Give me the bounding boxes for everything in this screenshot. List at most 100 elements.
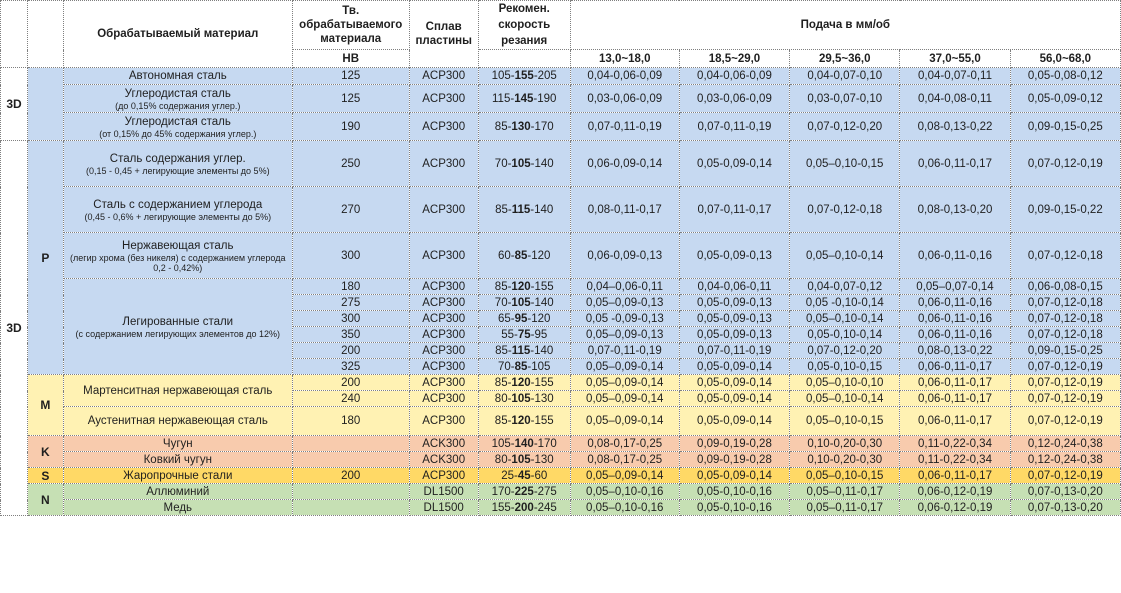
group-label-s: S (27, 467, 64, 484)
feed-value: 0,05-0,09-0,12 (1009, 84, 1121, 113)
material-name: Сталь содержания углер. (0,15 - 0,45 + ле… (62, 140, 293, 187)
hardness-value: 180 (291, 278, 410, 295)
hardness-value: 250 (291, 140, 410, 187)
cutting-data-table: Обрабатываемый материал Тв. обрабатываем… (0, 0, 1121, 516)
feed-value: 0,05-0,09-0,14 (678, 406, 791, 436)
feed-value: 0,07-0,12-0,19 (1009, 390, 1121, 407)
feed-value: 0,05-0,09-0,14 (678, 390, 791, 407)
hardness-value: 190 (291, 112, 410, 141)
feed-col-1: 13,0~18,0 (569, 49, 680, 68)
feed-value: 0,04–0,06-0,11 (569, 278, 680, 295)
speed-max: -120 (527, 312, 551, 325)
material-note: (от 0,15% до 45% содержания углер.) (99, 128, 257, 139)
speed-value: 70-85-105 (477, 358, 571, 375)
table-row: M Мартенситная нержавеющая сталь 200 ACP300… (1, 374, 1121, 436)
speed-max: -170 (533, 437, 557, 450)
speed-recommended: 85 (514, 360, 528, 373)
speed-recommended: 120 (511, 280, 531, 293)
material-name: Автономная сталь (62, 67, 293, 85)
feed-value: 0,04-0,07-0,10 (789, 67, 901, 85)
feed-value: 0,07-0,11-0,19 (569, 342, 680, 359)
group-label-p: P (27, 140, 64, 375)
feed-value: 0,05-0,09-0,13 (678, 232, 791, 279)
feed-value: 0,04-0,08-0,11 (899, 84, 1011, 113)
feed-value: 0,06-0,11-0,17 (899, 374, 1011, 391)
feed-value: 0,05–0,10-0,16 (569, 483, 680, 500)
speed-max: -130 (530, 453, 554, 466)
feed-value: 0,05–0,09-0,13 (569, 294, 680, 311)
speed-max: -140 (530, 296, 554, 309)
speed-max: -155 (530, 415, 554, 427)
hardness-value: 240 (291, 390, 410, 407)
speed-recommended: 140 (514, 437, 534, 450)
hardness-value: 180 (291, 406, 410, 436)
feed-value: 0,05-0,09-0,13 (678, 294, 791, 311)
hardness-value (291, 483, 410, 500)
feed-value: 0,06-0,09-0,13 (569, 232, 680, 279)
section-label: 3D (0, 67, 29, 141)
speed-value: 85-120-155 (477, 406, 571, 436)
feed-value: 0,09-0,15-0,25 (1009, 112, 1121, 141)
feed-value: 0,05–0,11-0,17 (789, 499, 901, 516)
hardness-value: 125 (291, 84, 410, 113)
speed-max: -275 (533, 485, 557, 498)
material-title: Сталь с содержанием углерода (93, 198, 263, 211)
feed-value: 0,06-0,11-0,17 (899, 467, 1011, 484)
material-name: Нержавеющая сталь (легир хрома (без никел… (62, 232, 293, 279)
feed-value: 0,12-0,24-0,38 (1009, 435, 1121, 452)
hardness-value: 300 (291, 310, 410, 327)
speed-max: -205 (533, 70, 557, 82)
table-row: K Чугун ACK300 105-140-170 0,08-0,17-0,25 0,0… (1, 435, 1121, 468)
group-label-m: M (27, 374, 64, 436)
hardness-value: 300 (291, 232, 410, 279)
speed-recommended: 130 (511, 120, 531, 133)
speed-min: 85- (494, 376, 512, 389)
feed-value: 0,07-0,12-0,20 (789, 342, 901, 359)
feed-value: 0,07-0,13-0,20 (1009, 483, 1121, 500)
speed-recommended: 105 (511, 296, 531, 309)
speed-min: 25- (501, 469, 518, 482)
header-speed: Рекомен. скорость резания (477, 0, 571, 50)
speed-value: 85-130-170 (477, 112, 571, 141)
speed-recommended: 115 (511, 344, 531, 357)
speed-value: 105-140-170 (477, 435, 571, 452)
header-alloy: Сплав пластины (408, 0, 479, 68)
material-name: Аустенитная нержавеющая сталь (62, 406, 293, 436)
feed-value: 0,07-0,11-0,19 (678, 112, 791, 141)
feed-value: 0,07-0,12-0,18 (1009, 326, 1121, 343)
alloy-value: ACK300 (408, 435, 479, 452)
feed-value: 0,08-0,11-0,17 (569, 186, 680, 233)
material-name: Аллюминий (62, 483, 293, 500)
feed-value: 0,08-0,17-0,25 (569, 451, 680, 468)
table-row: 240 ACP300 80-105-130 0,05–0,09-0,14 0,05-0,… (1, 390, 1121, 407)
feed-value: 0,05–0,09-0,14 (569, 390, 680, 407)
feed-value: 0,06-0,11-0,16 (899, 310, 1011, 327)
alloy-value: ACP300 (408, 390, 479, 407)
hardness-value: 275 (291, 294, 410, 311)
feed-value: 0,05–0,10-0,15 (789, 406, 901, 436)
speed-recommended: 225 (514, 485, 534, 498)
material-note: (с содержанием легирующих элементов до 1… (75, 328, 280, 339)
group-label-k: K (27, 435, 64, 468)
feed-value: 0,07-0,11-0,19 (569, 112, 680, 141)
table-row: S Жаропрочные стали 200 ACP300 25-45-60 0,05–… (1, 467, 1121, 484)
feed-value: 0,05-0,09-0,13 (678, 326, 791, 343)
hardness-value (291, 499, 410, 516)
speed-min: 85- (494, 415, 512, 427)
alloy-value: ACP300 (408, 310, 479, 327)
speed-min: 85- (494, 280, 512, 293)
material-title: Аллюминий (146, 485, 210, 498)
alloy-value: ACP300 (408, 294, 479, 311)
feed-value: 0,05–0,07-0,14 (899, 278, 1011, 295)
feed-value: 0,09-0,15-0,25 (1009, 342, 1121, 359)
feed-value: 0,05 -0,10-0,14 (789, 294, 901, 311)
material-title: Автономная сталь (128, 70, 227, 82)
feed-value: 0,09-0,19-0,28 (678, 435, 791, 452)
feed-value: 0,07-0,12-0,18 (1009, 310, 1121, 327)
speed-min: 60- (497, 249, 515, 262)
feed-value: 0,05–0,10-0,15 (789, 467, 901, 484)
feed-value: 0,05-0,08-0,12 (1009, 67, 1121, 85)
feed-value: 0,04-0,07-0,11 (899, 67, 1011, 85)
feed-value: 0,08-0,13-0,22 (899, 112, 1011, 141)
speed-min: 105- (491, 437, 515, 450)
